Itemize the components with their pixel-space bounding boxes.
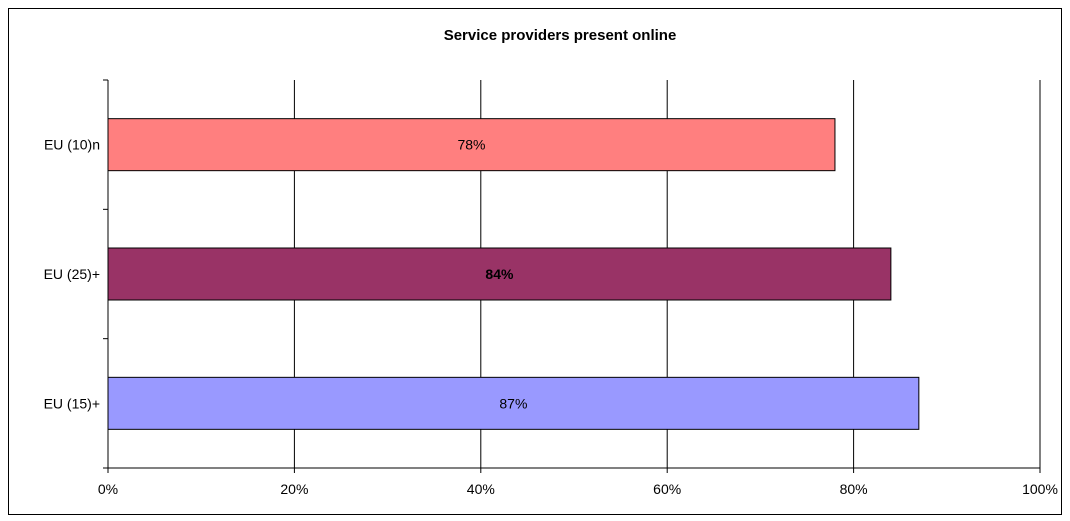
x-tick-label: 80% bbox=[840, 481, 868, 497]
chart-title: Service providers present online bbox=[444, 27, 677, 44]
axes bbox=[103, 79, 1041, 473]
bar-2 bbox=[107, 247, 892, 301]
data-label: 78% bbox=[457, 137, 485, 153]
x-tick-label: 60% bbox=[653, 481, 681, 497]
x-tick-label: 0% bbox=[98, 481, 118, 497]
x-tick-label: 20% bbox=[280, 481, 308, 497]
category-label: EU (15)+ bbox=[44, 395, 100, 411]
category-label: EU (10)n bbox=[44, 137, 100, 153]
x-tick-label: 100% bbox=[1022, 481, 1058, 497]
data-label: 84% bbox=[485, 266, 514, 282]
data-label: 87% bbox=[499, 395, 527, 411]
x-tick-label: 40% bbox=[467, 481, 495, 497]
category-label: EU (25)+ bbox=[44, 266, 100, 282]
bar-3 bbox=[107, 376, 920, 430]
labels: 0% 20% 40% 60% 80% 100% EU (10)n 78% EU (25)+ 84%… bbox=[44, 137, 1058, 497]
